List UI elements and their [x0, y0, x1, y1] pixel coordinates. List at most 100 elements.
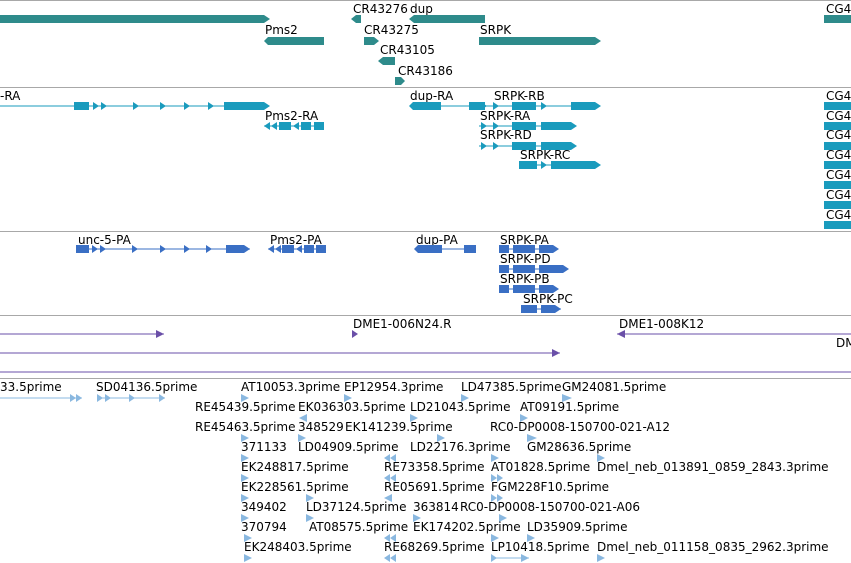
est-label-32: EK174202.5prime — [413, 520, 521, 534]
transcript-label-ra-left: -RA — [0, 89, 21, 103]
gene-feature-cr43186[interactable] — [395, 77, 407, 85]
protein-feature-srpk-pb[interactable] — [499, 284, 563, 294]
clone-label-dm-right: DM — [836, 336, 851, 350]
transcript-feature-cg4-3[interactable] — [824, 141, 851, 151]
est-feature-15[interactable] — [384, 454, 400, 462]
est-feature-34[interactable] — [384, 554, 400, 562]
est-label-12: 348529 — [298, 420, 344, 434]
gene-label-dup: dup — [410, 2, 433, 16]
gene-label-pms2: Pms2 — [265, 23, 298, 37]
est-feature-19[interactable] — [384, 474, 400, 482]
est-feature-30[interactable] — [384, 534, 400, 542]
gene-feature-cr43275[interactable] — [364, 37, 380, 45]
transcript-feature-cg4-5[interactable] — [824, 180, 851, 190]
est-label-03: AT10053.3prime — [241, 380, 341, 394]
gene-feature-dup[interactable] — [409, 14, 487, 24]
ests-track: 33.5prime SD04136.5prime AT10053.3prime … — [0, 378, 851, 563]
track-divider — [0, 0, 851, 1]
est-feature-09[interactable] — [520, 414, 532, 422]
clone-feature-dme1-006n24[interactable] — [351, 329, 361, 339]
est-feature-02[interactable] — [97, 394, 169, 402]
clone-feature-dme1-008k12[interactable] — [617, 329, 851, 339]
est-feature-04[interactable] — [344, 394, 354, 402]
transcript-feature-dup-ra[interactable] — [409, 101, 487, 111]
gene-label-cr43276: CR43276 — [353, 2, 408, 16]
clone-feature-right-long[interactable] — [0, 370, 851, 374]
est-feature-12[interactable] — [437, 434, 449, 442]
est-label-27: LD37124.5prime — [306, 500, 407, 514]
est-feature-27[interactable] — [413, 514, 425, 522]
gene-feature-cg4-top[interactable] — [824, 14, 851, 24]
transcript-feature-srpk-rc[interactable] — [519, 160, 604, 170]
transcript-feature-srpk-rd[interactable] — [479, 141, 579, 151]
protein-feature-srpk-pa[interactable] — [499, 244, 563, 254]
est-feature-24[interactable] — [491, 494, 507, 502]
est-feature-23[interactable] — [384, 494, 396, 502]
protein-label-srpk-pa: SRPK-PA — [500, 233, 549, 247]
protein-feature-dup-pa[interactable] — [414, 244, 478, 254]
gene-feature-srpk[interactable] — [479, 36, 604, 46]
transcript-feature-cg4-1[interactable] — [824, 101, 851, 111]
protein-feature-srpk-pd[interactable] — [499, 264, 571, 274]
est-feature-26[interactable] — [306, 514, 318, 522]
est-feature-33[interactable] — [244, 554, 256, 562]
est-label-24: RE05691.5prime — [384, 480, 485, 494]
est-feature-17[interactable] — [597, 454, 609, 462]
est-feature-16[interactable] — [491, 454, 503, 462]
transcript-feature-cg4-4[interactable] — [824, 160, 851, 170]
est-feature-03[interactable] — [241, 394, 251, 402]
gene-label-cr43105: CR43105 — [380, 43, 435, 57]
est-feature-35[interactable] — [491, 554, 531, 562]
est-feature-07[interactable] — [299, 414, 311, 422]
transcript-label-dup-ra: dup-RA — [410, 89, 454, 103]
transcript-feature-srpk-rb[interactable] — [479, 101, 604, 111]
protein-feature-unc5-pa[interactable] — [76, 244, 254, 254]
transcript-feature-cg4-6[interactable] — [824, 200, 851, 210]
transcript-label-srpk-rd: SRPK-RD — [480, 128, 532, 142]
protein-feature-pms2-pa[interactable] — [268, 244, 328, 254]
est-label-25: FGM228F10.5prime — [491, 480, 610, 494]
est-feature-01[interactable] — [0, 394, 86, 402]
track-divider — [0, 378, 851, 379]
est-feature-10[interactable] — [241, 434, 253, 442]
gene-feature-cr43105[interactable] — [378, 57, 396, 65]
protein-label-srpk-pb: SRPK-PB — [500, 272, 550, 286]
est-label-22: Dmel_neb_013891_0859_2843.3prime — [597, 460, 829, 474]
transcript-feature-cg4-7[interactable] — [824, 220, 851, 230]
transcript-feature-srpk-ra[interactable] — [479, 121, 579, 131]
gene-feature-pms2[interactable] — [264, 36, 326, 46]
est-feature-14[interactable] — [241, 454, 253, 462]
protein-label-pms2-pa: Pms2-PA — [270, 233, 322, 247]
transcript-feature-pms2-ra[interactable] — [264, 121, 326, 131]
transcript-label-cg4-4: CG4 — [826, 148, 851, 162]
est-feature-28[interactable] — [499, 514, 511, 522]
est-feature-22[interactable] — [306, 494, 318, 502]
protein-label-srpk-pd: SRPK-PD — [500, 252, 551, 266]
est-feature-05[interactable] — [461, 394, 471, 402]
est-feature-08[interactable] — [410, 414, 422, 422]
est-feature-13[interactable] — [527, 434, 541, 442]
transcript-feature-unc5-ra[interactable] — [0, 101, 272, 111]
est-label-26: 349402 — [241, 500, 287, 514]
est-feature-36[interactable] — [597, 554, 609, 562]
est-feature-20[interactable] — [491, 474, 507, 482]
clone-feature-left[interactable] — [0, 329, 170, 339]
clone-feature-long[interactable] — [0, 348, 566, 358]
protein-feature-srpk-pc[interactable] — [521, 304, 565, 314]
est-feature-06[interactable] — [562, 394, 574, 402]
est-feature-11[interactable] — [298, 434, 310, 442]
est-feature-21[interactable] — [241, 494, 253, 502]
gene-feature-cr43276[interactable] — [351, 15, 363, 23]
protein-label-dup-pa: dup-PA — [416, 233, 458, 247]
est-feature-32[interactable] — [527, 534, 539, 542]
gene-feature-unc5[interactable] — [0, 14, 272, 24]
est-feature-29[interactable] — [244, 534, 256, 542]
gene-label-cr43186: CR43186 — [398, 64, 453, 78]
transcript-feature-cg4-2[interactable] — [824, 121, 851, 131]
est-feature-18[interactable] — [241, 474, 253, 482]
est-label-21: AT01828.5prime — [491, 460, 591, 474]
est-feature-31[interactable] — [491, 534, 503, 542]
est-feature-25[interactable] — [241, 514, 253, 522]
transcript-label-cg4-5: CG4 — [826, 168, 851, 182]
